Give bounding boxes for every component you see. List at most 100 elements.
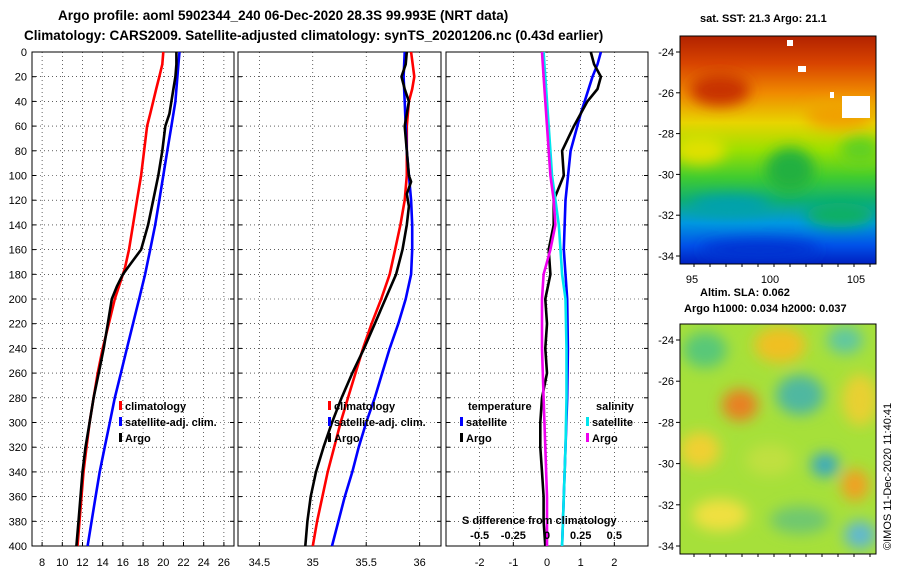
legend-climatology-swatch bbox=[328, 401, 331, 410]
salinity-difference-subticks: -0.5 -0.25 0 0.25 0.5 bbox=[470, 530, 622, 542]
legend-sal-satellite-swatch bbox=[586, 417, 589, 426]
series-line-satellite-adj-clim- bbox=[86, 51, 181, 547]
legend-climatology-swatch bbox=[119, 401, 122, 410]
legend-argo-swatch bbox=[328, 433, 331, 442]
sst-cloud-mask bbox=[798, 66, 806, 72]
legend-sal-satellite-label: satellite bbox=[592, 417, 633, 429]
difference-panel: -2 -1 0 1 2 bbox=[445, 51, 649, 569]
sla-map-frame bbox=[679, 323, 877, 555]
legend-argo-label: Argo bbox=[334, 433, 360, 445]
depth-tick-label: 400 bbox=[9, 541, 27, 553]
legend-satellite-label: satellite-adj. clim. bbox=[334, 417, 426, 429]
x-tick-label: 2 bbox=[611, 557, 617, 569]
legend-sal-argo-swatch bbox=[586, 433, 589, 442]
lat-tick-label: -32 bbox=[658, 500, 674, 512]
sla-map-axes: -24 -26 -28 -30 -32 -34 bbox=[658, 335, 871, 557]
sla-map bbox=[680, 324, 876, 554]
x-tick-label: 20 bbox=[157, 557, 169, 569]
lat-tick-label: -26 bbox=[658, 376, 674, 388]
depth-tick-label: 100 bbox=[9, 171, 27, 183]
sst-map-title: sat. SST: 21.3 Argo: 21.1 bbox=[700, 13, 827, 25]
depth-tick-label: 360 bbox=[9, 492, 27, 504]
salinity-panel: 34.5 35 35.5 36 bbox=[237, 51, 442, 569]
depth-axis: 0 20 40 60 80 100 120 140 160 180 200 220 240 260 280 3… bbox=[9, 47, 27, 553]
lon-tick-label: 100 bbox=[761, 274, 779, 286]
legend-argo-swatch bbox=[119, 433, 122, 442]
x-tick-label: 0 bbox=[544, 557, 550, 569]
lat-tick-label: -24 bbox=[658, 335, 674, 347]
lat-tick-label: -30 bbox=[658, 459, 674, 471]
series-line-salinity-argo bbox=[540, 51, 557, 546]
subtick-label: 0 bbox=[544, 530, 550, 542]
depth-tick-label: 280 bbox=[9, 393, 27, 405]
difference-legend-salinity: salinity satellite Argo bbox=[586, 401, 635, 445]
depth-tick-label: 60 bbox=[15, 121, 27, 133]
salinity-legend: climatology satellite-adj. clim. Argo bbox=[328, 401, 426, 445]
legend-satellite-swatch bbox=[328, 417, 331, 426]
x-tick-label: 22 bbox=[177, 557, 189, 569]
sla-map-structure bbox=[680, 326, 876, 549]
subtick-label: -0.25 bbox=[501, 530, 526, 542]
x-tick-label: 26 bbox=[218, 557, 230, 569]
temperature-panel: 8 10 12 14 16 18 20 22 24 26 bbox=[31, 51, 235, 569]
lon-tick-label: 105 bbox=[847, 274, 865, 286]
legend-sal-argo-label: Argo bbox=[592, 433, 618, 445]
x-tick-label: 10 bbox=[56, 557, 68, 569]
legend-climatology-label: climatology bbox=[125, 401, 187, 413]
series-line-argo bbox=[304, 51, 413, 547]
lon-tick-label: 95 bbox=[686, 274, 698, 286]
series-line-temperature-argo bbox=[538, 51, 603, 547]
x-tick-label: 16 bbox=[117, 557, 129, 569]
depth-tick-label: 300 bbox=[9, 418, 27, 430]
lat-tick-label: -26 bbox=[658, 88, 674, 100]
difference-xlabel: S difference from climatology bbox=[462, 515, 618, 527]
subtick-label: 0.25 bbox=[570, 530, 591, 542]
depth-tick-label: 160 bbox=[9, 245, 27, 257]
x-tick-label: 36 bbox=[414, 557, 426, 569]
legend-salinity-title: salinity bbox=[596, 401, 635, 413]
series-line-argo bbox=[75, 52, 178, 547]
sst-map-structure bbox=[680, 74, 876, 260]
x-tick-label: -1 bbox=[508, 557, 518, 569]
x-tick-label: 24 bbox=[198, 557, 210, 569]
depth-tick-label: 180 bbox=[9, 269, 27, 281]
x-tick-label: 18 bbox=[137, 557, 149, 569]
series-line-salinity-satellite bbox=[542, 51, 568, 547]
legend-satellite-label: satellite-adj. clim. bbox=[125, 417, 217, 429]
x-tick-label: 1 bbox=[578, 557, 584, 569]
sst-map bbox=[680, 36, 876, 264]
lat-tick-label: -34 bbox=[658, 251, 674, 263]
legend-temp-satellite-swatch bbox=[460, 417, 463, 426]
depth-tick-label: 140 bbox=[9, 220, 27, 232]
title-line-2: Climatology: CARS2009. Satellite-adjuste… bbox=[24, 28, 603, 43]
imos-credit: ©IMOS 11-Dec-2020 11:40:41 bbox=[882, 403, 894, 550]
sst-cloud-mask bbox=[830, 92, 834, 98]
legend-climatology-label: climatology bbox=[334, 401, 396, 413]
lat-tick-label: -28 bbox=[658, 129, 674, 141]
depth-tick-label: 340 bbox=[9, 467, 27, 479]
sst-map-axes: -24 -26 -28 -30 -32 -34 95 100 105 bbox=[658, 47, 871, 286]
depth-tick-label: 120 bbox=[9, 195, 27, 207]
x-tick-label: 35 bbox=[307, 557, 319, 569]
sst-cloud-mask bbox=[787, 40, 793, 46]
depth-tick-label: 0 bbox=[21, 47, 27, 59]
x-tick-label: -2 bbox=[475, 557, 485, 569]
depth-tick-label: 40 bbox=[15, 96, 27, 108]
sst-cloud-mask bbox=[842, 96, 870, 118]
x-tick-label: 14 bbox=[97, 557, 109, 569]
lat-tick-label: -32 bbox=[658, 210, 674, 222]
legend-temp-argo-label: Argo bbox=[466, 433, 492, 445]
x-tick-label: 12 bbox=[76, 557, 88, 569]
legend-satellite-swatch bbox=[119, 417, 122, 426]
sla-map-title-2: Argo h1000: 0.034 h2000: 0.037 bbox=[684, 303, 847, 315]
x-tick-label: 34.5 bbox=[249, 557, 270, 569]
lat-tick-label: -24 bbox=[658, 47, 674, 59]
x-tick-label: 8 bbox=[39, 557, 45, 569]
depth-tick-label: 200 bbox=[9, 294, 27, 306]
depth-tick-label: 320 bbox=[9, 442, 27, 454]
depth-tick-label: 240 bbox=[9, 343, 27, 355]
depth-tick-label: 80 bbox=[15, 146, 27, 158]
depth-tick-label: 220 bbox=[9, 319, 27, 331]
depth-tick-label: 380 bbox=[9, 516, 27, 528]
